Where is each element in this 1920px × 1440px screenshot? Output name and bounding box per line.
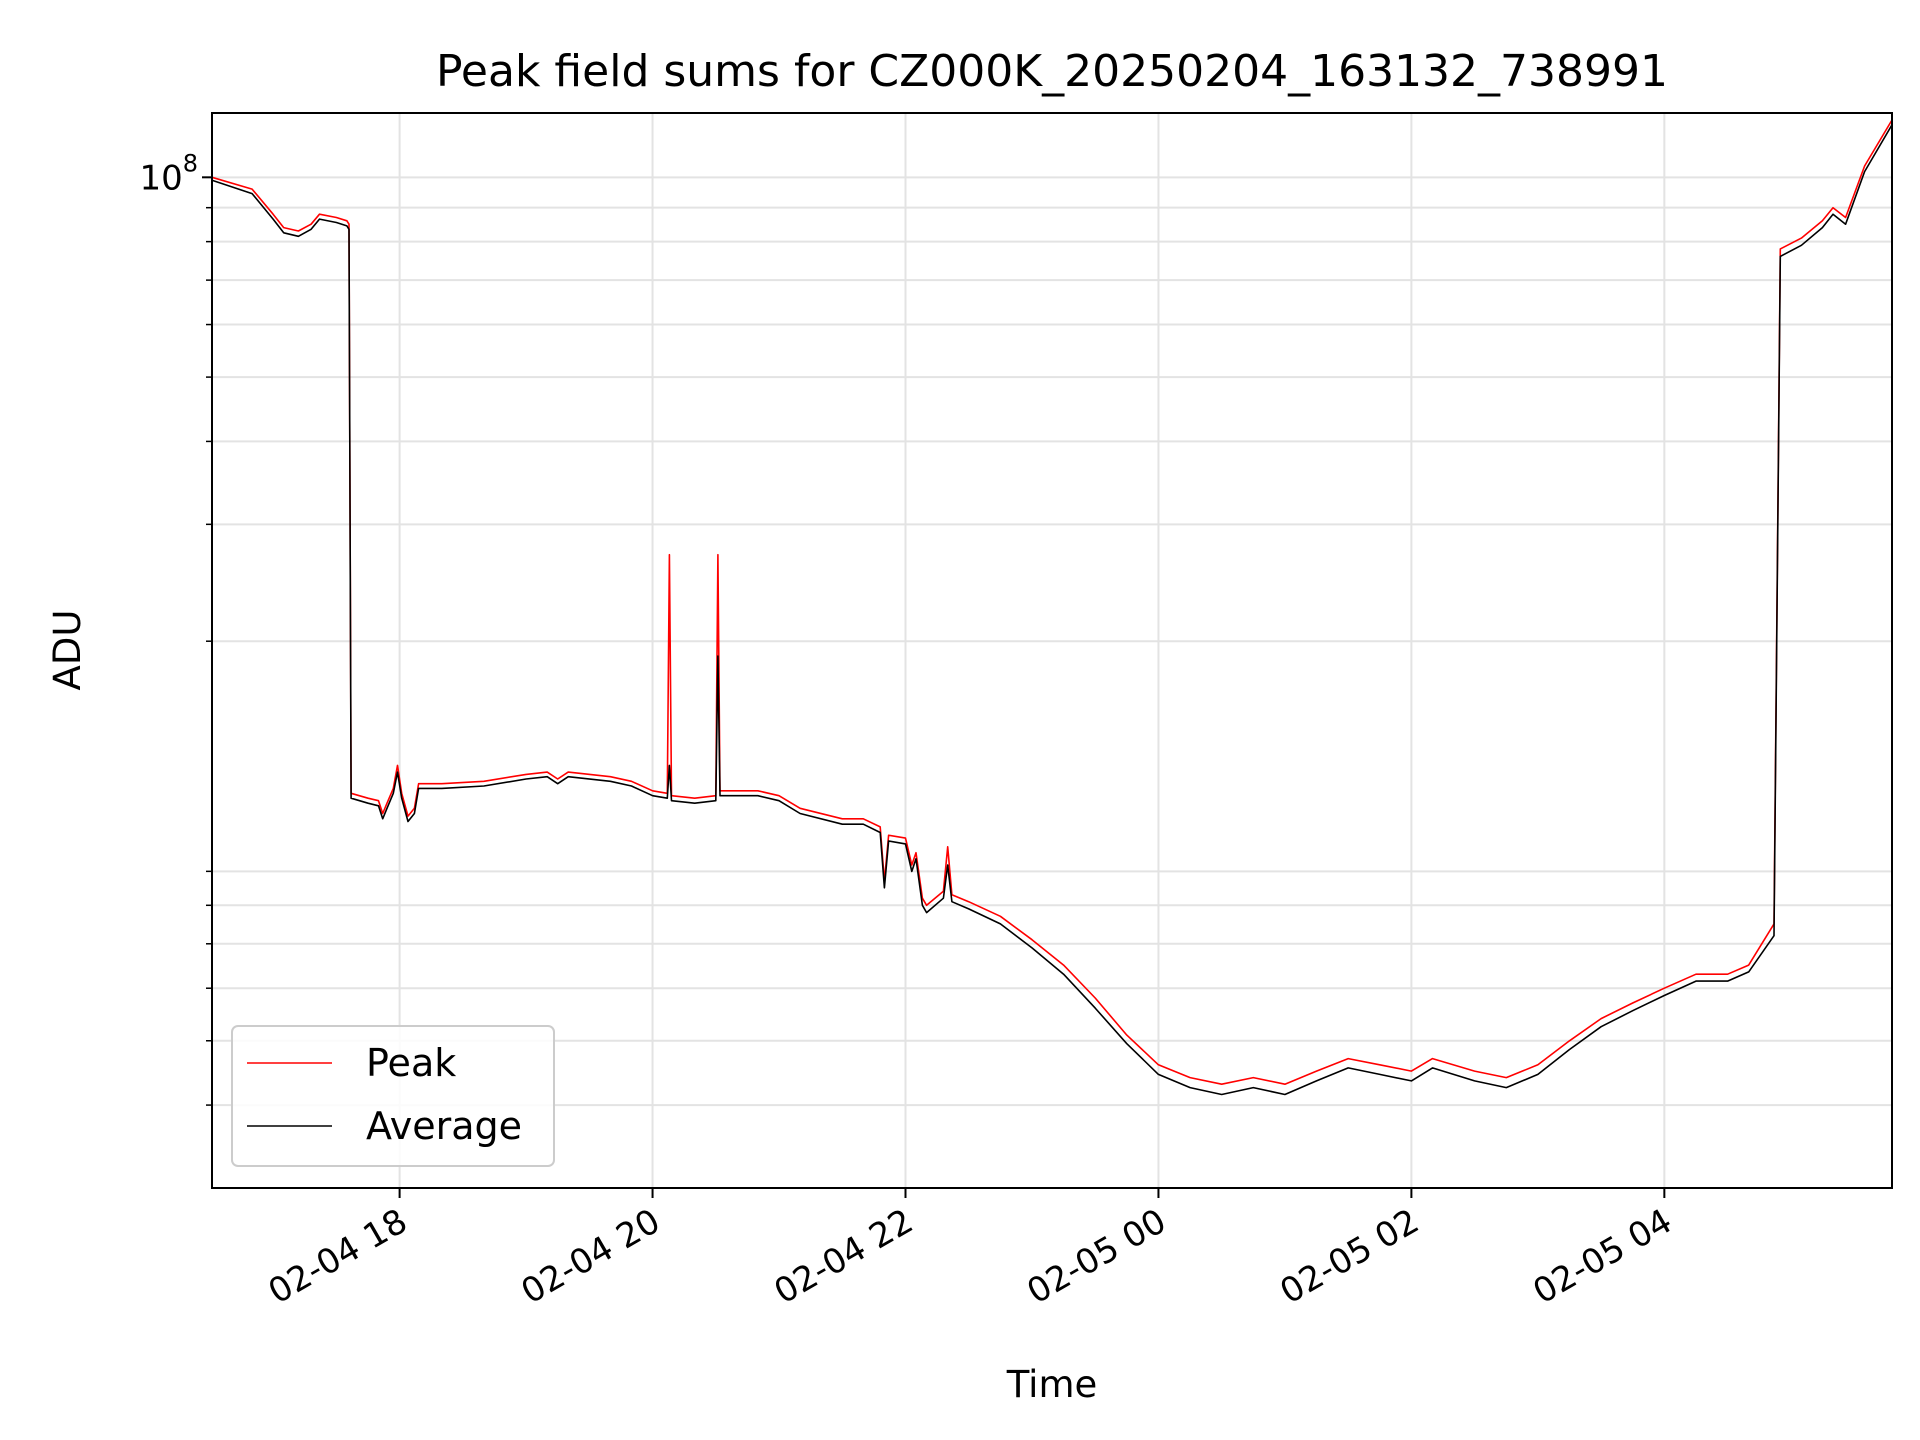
legend-box bbox=[231, 1025, 555, 1167]
legend: Peak Average bbox=[231, 1025, 555, 1167]
y-tick-exponent: 8 bbox=[183, 149, 198, 177]
plot-frame bbox=[211, 112, 1893, 1189]
y-axis-label: ADU bbox=[46, 610, 89, 691]
chart-title: Peak field sums for CZ000K_20250204_1631… bbox=[436, 46, 1668, 97]
series-layer bbox=[211, 119, 1893, 1096]
grid bbox=[212, 113, 1892, 1188]
x-axis-label: Time bbox=[1006, 1363, 1098, 1406]
series-line-average bbox=[211, 124, 1893, 1096]
legend-label-peak: Peak bbox=[366, 1041, 456, 1085]
legend-label-average: Average bbox=[366, 1104, 522, 1148]
